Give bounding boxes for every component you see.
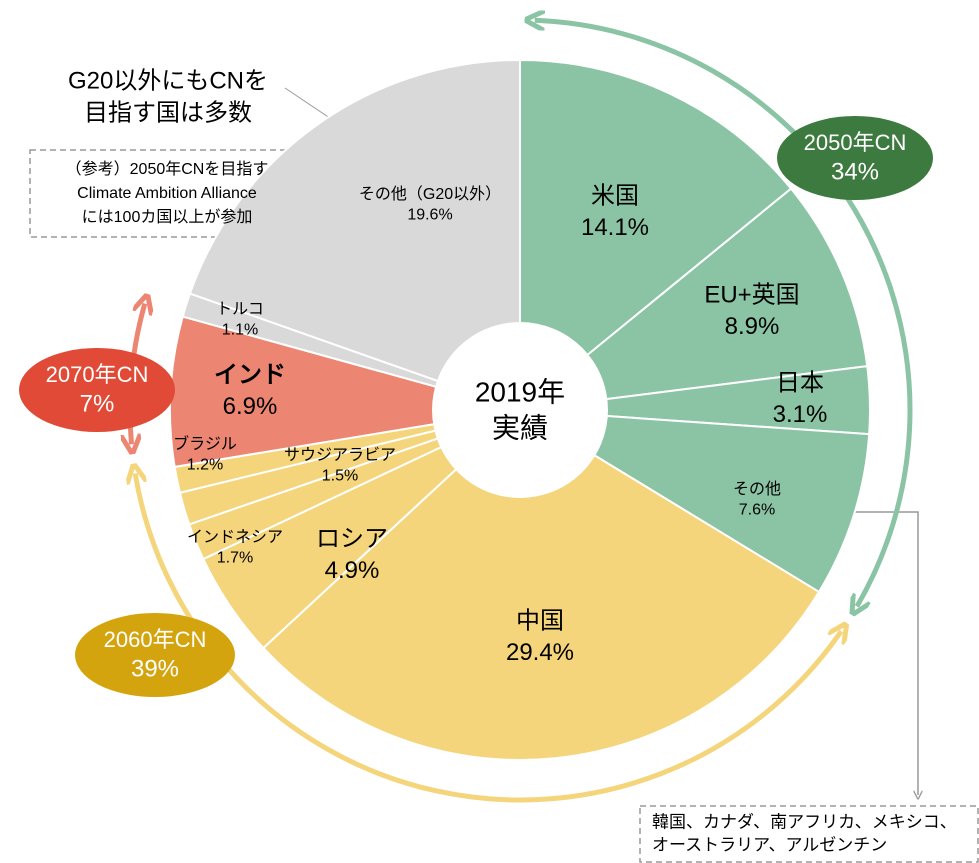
center-label: 実績	[492, 412, 548, 443]
badge	[75, 613, 235, 697]
value-label: 1.1%	[222, 322, 258, 339]
connector	[830, 511, 918, 795]
category-label: トルコ	[216, 301, 264, 318]
category-label: EU+英国	[704, 282, 799, 309]
value-label: 3.1%	[773, 401, 828, 428]
badge-label: 2060年CN	[104, 627, 207, 652]
badge	[777, 116, 933, 200]
others-box	[639, 805, 979, 863]
category-label: ブラジル	[173, 434, 237, 453]
slice	[188, 58, 521, 412]
note-title: G20以外にもCNを	[68, 67, 268, 94]
badge-value: 34%	[831, 158, 879, 185]
value-label: 7.6%	[739, 502, 775, 519]
category-label: インドネシア	[187, 528, 283, 546]
value-label: 1.2%	[187, 457, 223, 474]
note-reference: Climate Ambition Alliance	[77, 185, 257, 202]
value-label: 29.4%	[506, 639, 574, 666]
value-label: 1.7%	[217, 550, 253, 567]
donut-hole	[432, 322, 608, 498]
value-label: 19.6%	[407, 207, 452, 224]
category-label: ロシア	[316, 526, 388, 553]
note-reference: （参考）2050年CNを目指す	[66, 160, 269, 178]
category-label: 日本	[776, 370, 824, 397]
value-label: 6.9%	[223, 393, 278, 420]
badge-label: 2070年CN	[46, 362, 149, 387]
group-arc	[135, 473, 841, 803]
category-label: インド	[214, 362, 286, 389]
note-title: 目指す国は多数	[84, 99, 252, 126]
note-list: 韓国、カナダ、南アフリカ、メキシコ、	[652, 812, 957, 831]
value-label: 8.9%	[725, 313, 780, 340]
value-label: 1.5%	[322, 468, 358, 485]
badge-value: 7%	[80, 390, 115, 417]
badge	[19, 348, 175, 432]
note-list: オーストラリア、アルゼンチン	[652, 835, 887, 854]
value-label: 4.9%	[325, 557, 380, 584]
badge-label: 2050年CN	[804, 130, 907, 155]
badge-value: 39%	[131, 655, 179, 682]
category-label: その他	[733, 480, 781, 498]
value-label: 14.1%	[581, 214, 649, 241]
group-arc	[535, 20, 913, 606]
category-label: その他（G20以外）	[359, 185, 501, 203]
center-label: 2019年	[475, 376, 565, 407]
category-label: サウジアラビア	[284, 446, 396, 464]
category-label: 中国	[516, 608, 564, 635]
note-reference: には100カ国以上が参加	[82, 208, 253, 226]
category-label: 米国	[591, 183, 639, 210]
callouts	[29, 87, 979, 863]
